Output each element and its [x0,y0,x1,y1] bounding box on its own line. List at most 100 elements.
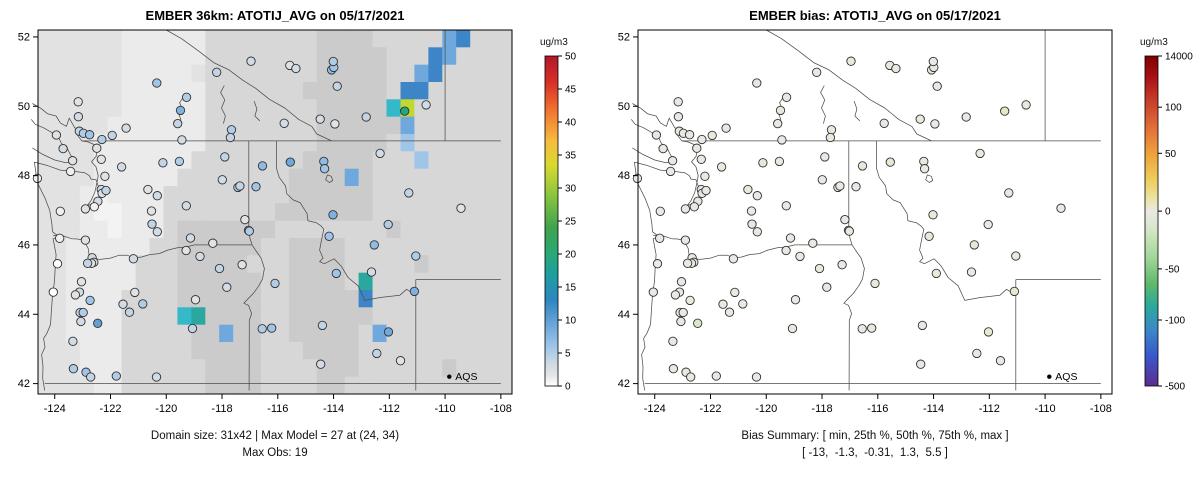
station-point [738,299,748,309]
station-point [685,295,695,306]
state-outlines [31,29,501,391]
y-tick-label: 44 [618,309,630,321]
station-point [404,188,414,198]
station-point [840,214,850,225]
station-point [225,132,236,143]
colorbar: 0 5 10 15 20 25 30 35 40 45 50 [544,52,577,393]
station-point [80,235,91,245]
raster-layer [38,30,513,395]
station-point [774,156,785,167]
station-point [151,372,162,382]
station-point [174,156,185,167]
station-point [775,105,786,116]
colorbar-tick-label: 0 [1165,207,1171,218]
y-tick-label: 48 [618,170,630,182]
station-point [932,81,942,91]
bias-map: -124 -122 -120 -118 -116 -114 -112 -110 -108 42 44… [618,29,1193,415]
station-point [670,290,681,300]
station-point [701,185,711,196]
station-point [777,135,787,145]
station-point [111,371,121,381]
x-tick-label: -112 [979,403,1000,415]
station-point [152,191,162,201]
station-point [143,184,153,195]
x-tick-label: -118 [211,403,232,415]
colorbar-tick-label: -100 [1165,316,1185,327]
station-point [773,118,783,129]
station-point [65,166,76,177]
colorbar-tick-label: 45 [565,85,577,96]
y-tick-label: 50 [18,101,30,113]
model-title: EMBER 36km: ATOTIJ_AVG on 05/17/2021 [145,8,405,23]
station-point [1004,188,1014,198]
station-point [673,97,683,107]
station-point [93,318,103,328]
aqs-legend: AQS [447,371,477,383]
station-point [966,267,977,277]
model-caption-maxobs: Max Obs: 19 [242,447,308,459]
station-point [781,245,791,256]
station-point [78,307,88,318]
x-tick-label: -114 [923,403,944,415]
station-point [752,227,762,237]
station-point [916,359,926,369]
bias-caption-values: [ -13, -1.3, -0.31, 1.3, 5.5 ] [802,447,948,459]
station-point [707,130,717,141]
station-point [52,259,63,269]
station-point [51,130,62,140]
station-point [55,233,65,243]
model-map: -124 -122 -120 -118 -116 -114 -112 -110 -108 42 44… [18,29,577,415]
station-point [867,323,877,333]
station-point [116,162,127,172]
outline-or-id-border [243,244,265,391]
station-point [366,267,377,277]
station-point [718,299,728,309]
station-point [655,233,665,243]
station-point [146,206,157,216]
station-point [270,278,280,289]
station-point [73,97,83,107]
y-tick-label: 42 [18,378,30,390]
station-point [67,156,78,166]
station-point [185,233,196,243]
station-point [409,286,420,297]
station-point [173,118,183,129]
station-point [55,206,65,216]
station-point [851,182,861,192]
station-point [919,164,930,174]
station-point [752,191,762,201]
station-point [758,158,768,168]
station-point [668,336,678,346]
station-point [857,324,867,334]
station-point [208,238,218,248]
bias-panel: -124 -122 -120 -118 -116 -114 -112 -110 -108 42 44… [600,0,1200,479]
station-point [835,181,845,191]
station-point [676,316,686,327]
x-tick-label: -110 [434,403,455,415]
colorbar-tick-label: 20 [565,250,577,261]
station-point [655,206,665,216]
outline-id-mt-border [876,140,1017,301]
station-point [220,152,230,162]
y-tick-label: 46 [18,239,30,251]
outline-arrow-lakes [820,85,826,124]
station-point [395,356,406,366]
station-point [682,258,693,268]
station-point [257,161,268,171]
y-tick-label: 44 [18,309,30,321]
aqs-legend-dot [447,374,452,379]
station-point [711,371,721,381]
x-tick-label: -116 [867,403,888,415]
station-point [928,56,938,67]
station-point [721,123,731,133]
station-point [684,130,695,140]
station-point [92,143,102,153]
station-point [257,324,267,334]
x-tick-label: -110 [1034,403,1055,415]
station-point [195,251,205,262]
colorbar-tick-label: 14000 [1165,52,1193,63]
station-point [315,114,325,124]
station-point [1000,106,1010,116]
station-point [76,277,87,287]
